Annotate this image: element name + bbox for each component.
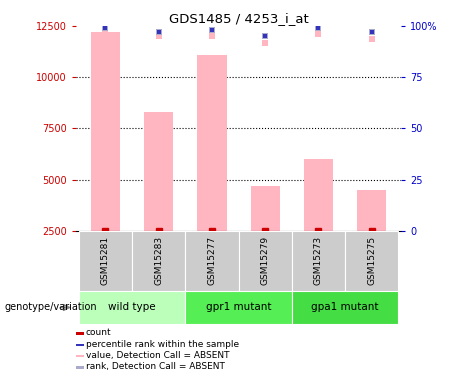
Text: percentile rank within the sample: percentile rank within the sample xyxy=(86,340,239,349)
Text: wild type: wild type xyxy=(108,303,156,312)
Bar xyxy=(251,186,280,231)
Bar xyxy=(197,55,226,231)
Text: GSM15279: GSM15279 xyxy=(261,236,270,285)
Bar xyxy=(76,332,84,335)
Text: gpa1 mutant: gpa1 mutant xyxy=(311,303,379,312)
Text: value, Detection Call = ABSENT: value, Detection Call = ABSENT xyxy=(86,351,229,360)
Text: GSM15281: GSM15281 xyxy=(101,236,110,285)
Text: GSM15277: GSM15277 xyxy=(207,236,216,285)
Bar xyxy=(76,355,84,357)
Bar xyxy=(91,32,120,231)
Bar xyxy=(76,344,84,346)
Bar xyxy=(144,112,173,231)
Text: genotype/variation: genotype/variation xyxy=(5,303,97,312)
Text: gpr1 mutant: gpr1 mutant xyxy=(206,303,272,312)
Text: rank, Detection Call = ABSENT: rank, Detection Call = ABSENT xyxy=(86,362,225,371)
Text: GSM15283: GSM15283 xyxy=(154,236,163,285)
Title: GDS1485 / 4253_i_at: GDS1485 / 4253_i_at xyxy=(169,12,308,25)
Bar xyxy=(185,291,292,324)
Bar xyxy=(79,291,185,324)
Text: GSM15275: GSM15275 xyxy=(367,236,376,285)
Bar xyxy=(357,190,386,231)
Bar xyxy=(76,366,84,369)
Bar xyxy=(304,159,333,231)
Bar xyxy=(292,291,398,324)
Bar xyxy=(345,231,398,291)
Text: GSM15273: GSM15273 xyxy=(314,236,323,285)
Bar xyxy=(132,231,185,291)
Bar xyxy=(79,231,132,291)
Bar xyxy=(292,231,345,291)
Bar xyxy=(185,231,239,291)
Text: count: count xyxy=(86,328,112,338)
Bar xyxy=(239,231,292,291)
